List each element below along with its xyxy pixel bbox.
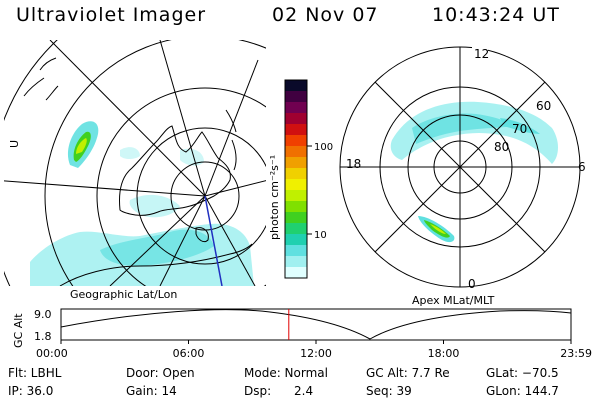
date-label: 02 Nov 07: [272, 4, 379, 26]
polar-mlat-mlt-panel: 12 6 0 18 60 70 80 Apex MLat/MLT: [339, 46, 586, 307]
polar-lat-label-70: 70: [512, 122, 527, 136]
info-mode: Mode: Normal: [244, 366, 328, 380]
colorbar-band: [285, 102, 307, 114]
time-label: 10:43:24 UT: [432, 4, 560, 26]
colorbar-band: [285, 91, 307, 103]
colorbar-band: [285, 190, 307, 202]
colorbar-band: [285, 245, 307, 257]
orbit-xtick-label: 18:00: [428, 347, 460, 360]
colorbar-band: [285, 234, 307, 246]
geo-side-label: U: [8, 140, 21, 148]
info-gc-alt: GC Alt: 7.7 Re: [366, 366, 450, 380]
orbit-altitude-curve: [60, 309, 572, 340]
colorbar-unit-label: photon cm⁻²s⁻¹: [268, 155, 281, 240]
orbit-xtick-label: 12:00: [300, 347, 332, 360]
polar-mlt-label-6: 6: [578, 160, 586, 174]
colorbar-band: [285, 80, 307, 92]
instrument-title: Ultraviolet Imager: [16, 4, 207, 26]
colorbar-band: [285, 124, 307, 136]
colorbar-band: [285, 256, 307, 268]
colorbar-band: [285, 223, 307, 235]
colorbar-band: [285, 146, 307, 158]
colorbar-band: [285, 135, 307, 147]
geographic-map-panel: U Geographic Lat/Lon: [4, 40, 266, 301]
polar-mlt-label-12: 12: [474, 47, 489, 61]
geo-sun-meridian: [204, 195, 223, 286]
polar-aurora-emission: [390, 101, 558, 243]
orbit-xtick-label: 06:00: [173, 347, 205, 360]
info-door: Door: Open: [126, 366, 195, 380]
polar-grid: [339, 46, 581, 288]
colorbar-gradient: [285, 80, 307, 279]
colorbar-tick-label-100: 100: [314, 142, 333, 153]
colorbar-band: [285, 267, 307, 279]
orbit-plot-frame: [60, 308, 572, 341]
colorbar-band: [285, 168, 307, 180]
info-glat: GLat: −70.5: [486, 366, 559, 380]
polar-lat-label-80: 80: [494, 140, 509, 154]
polar-mlt-label-18: 18: [346, 157, 361, 171]
colorbar-band: [285, 113, 307, 125]
orbit-xtick-labels: 00:00 06:00 12:00 18:00 23:59: [36, 340, 592, 360]
geo-aurora-emission: [30, 121, 254, 286]
info-ip: IP: 36.0: [8, 384, 54, 398]
orbit-ylabel: GC Alt: [12, 313, 25, 348]
info-filter: Flt: LBHL: [8, 366, 62, 380]
polar-label-bg-12: [472, 46, 488, 60]
orbit-xtick-label: 00:00: [36, 347, 68, 360]
info-glon: GLon: 144.7: [486, 384, 559, 398]
info-gain: Gain: 14: [126, 384, 177, 398]
geo-caption: Geographic Lat/Lon: [70, 288, 177, 301]
colorbar-band: [285, 201, 307, 213]
orbit-ytick-top: 9.0: [34, 308, 52, 321]
colorbar: 100 10 photon cm⁻²s⁻¹: [268, 79, 333, 279]
orbit-ytick-bottom: 1.8: [34, 330, 52, 343]
colorbar-tick-label-10: 10: [314, 230, 327, 241]
orbit-altitude-plot: GC Alt 9.0 1.8 00:00 06:00 12:00 18:00 23:59: [12, 308, 592, 360]
polar-caption: Apex MLat/MLT: [412, 294, 495, 307]
polar-lat-label-60: 60: [536, 99, 551, 113]
orbit-xtick-label: 23:59: [560, 347, 592, 360]
colorbar-frame: [284, 79, 308, 279]
colorbar-band: [285, 212, 307, 224]
info-seq: Seq: 39: [366, 384, 412, 398]
geo-coastlines: [23, 57, 253, 286]
polar-mlt-label-0: 0: [468, 277, 476, 291]
colorbar-band: [285, 179, 307, 191]
info-dsp: Dsp: 2.4: [244, 384, 314, 398]
colorbar-band: [285, 157, 307, 169]
